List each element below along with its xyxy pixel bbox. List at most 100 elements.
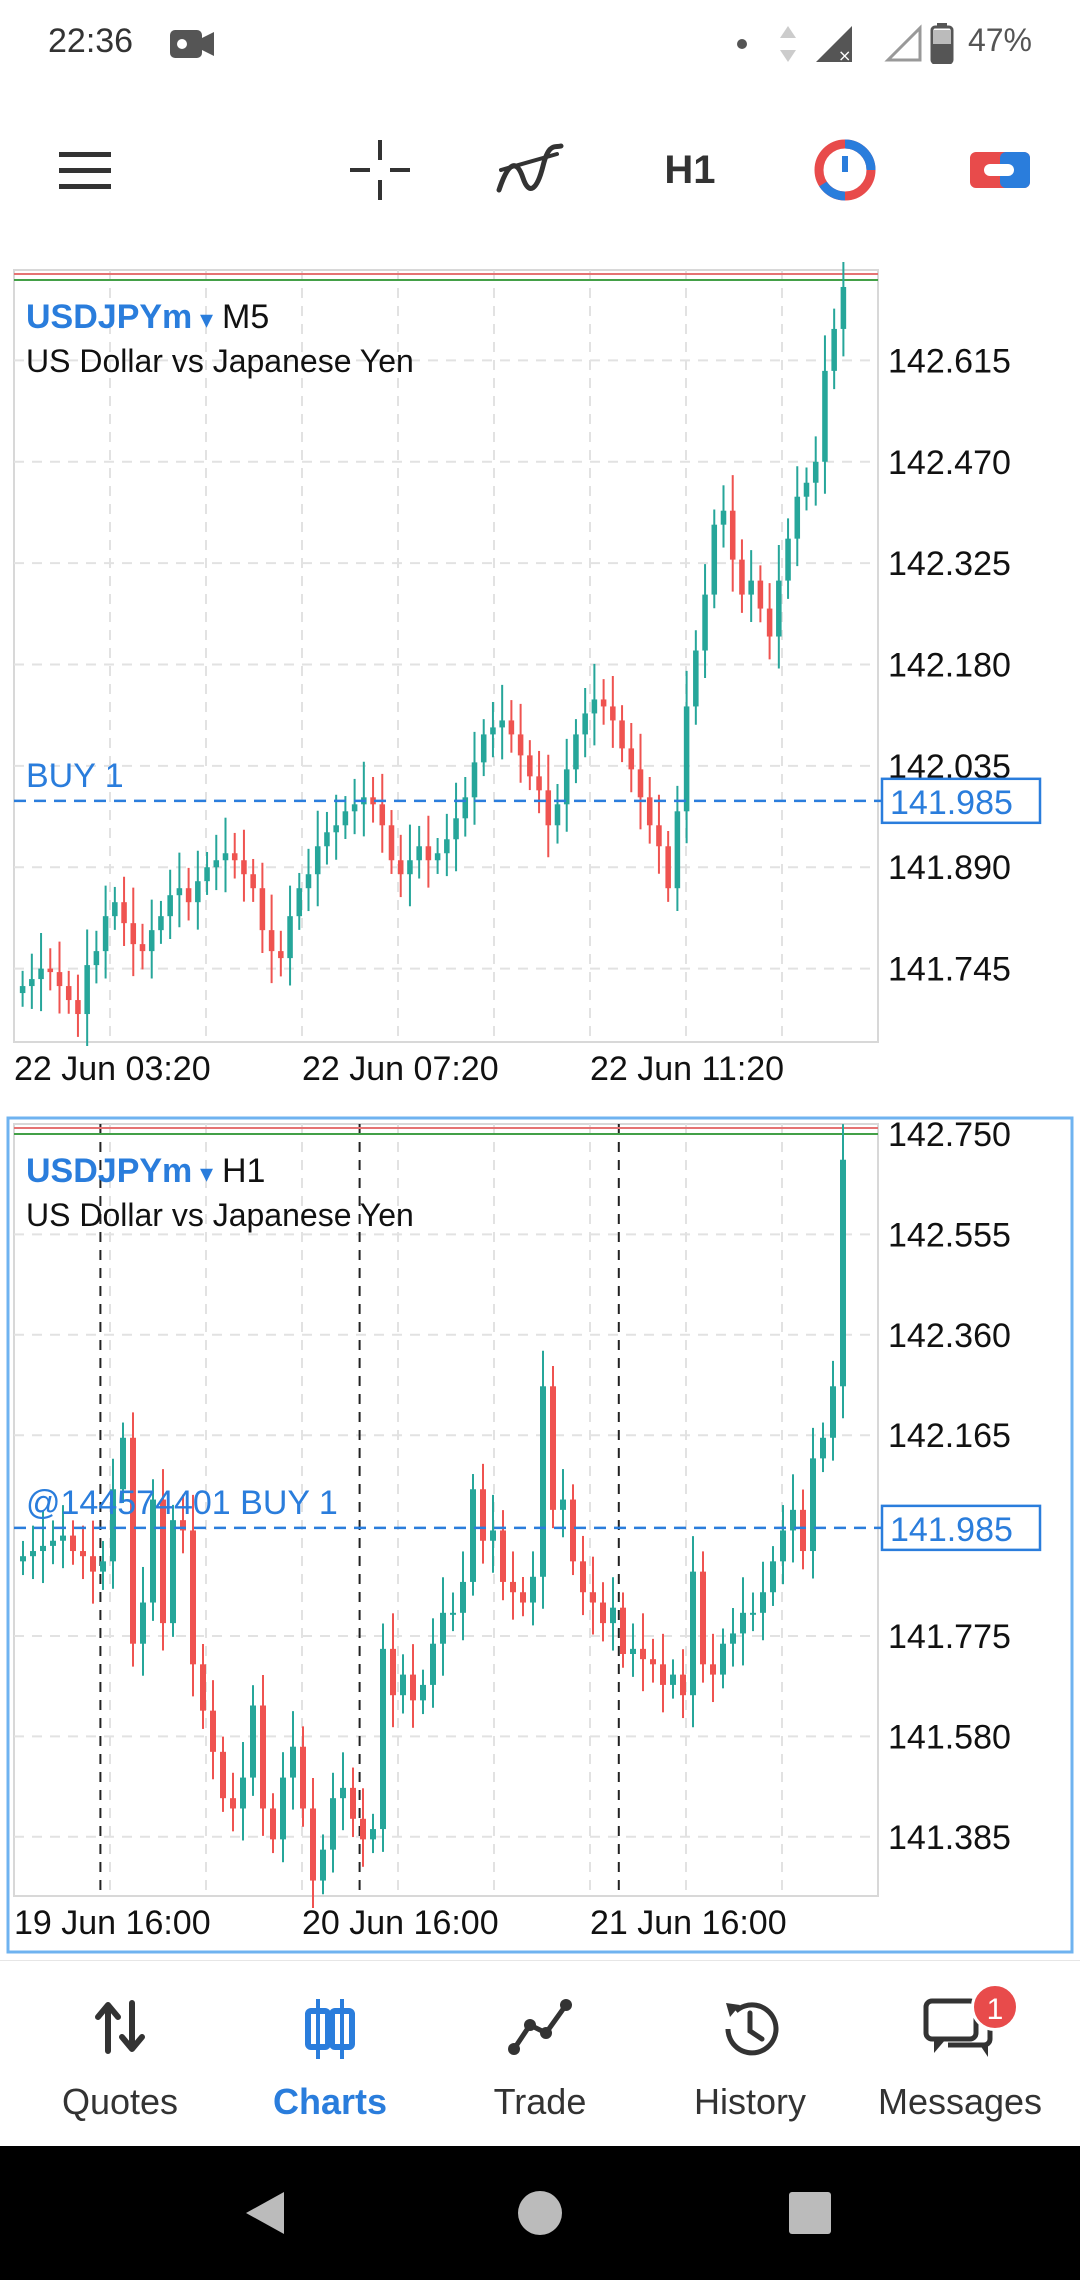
bear-candle [70,1535,76,1552]
bull-candle [785,538,791,581]
bull-candle [340,1787,346,1799]
bear-candle [360,1818,366,1840]
bull-candle [140,1602,146,1644]
bull-candle [563,769,570,805]
nav-messages[interactable]: 1 Messages [852,1961,1068,2147]
bull-candle [150,1499,156,1603]
chart-symbol: USDJPYm [26,1152,192,1190]
bull-candle [330,1798,336,1850]
nav-charts[interactable]: Charts [222,1961,438,2147]
x-tick-label: 22 Jun 07:20 [302,1050,499,1088]
bear-candle [570,1499,576,1562]
clock-button[interactable] [805,130,885,210]
battery-icon [930,23,954,64]
bear-candle [270,1808,276,1840]
bear-candle [628,748,635,770]
recents-icon[interactable] [785,2188,835,2238]
bull-candle [770,1561,776,1593]
bull-candle [240,1777,246,1809]
back-icon[interactable] [240,2188,290,2238]
history-clock-icon [725,2002,779,2056]
bull-candle [674,811,681,889]
bull-candle [110,1489,116,1562]
y-tick-label: 141.745 [888,951,1011,989]
y-tick-label: 142.555 [888,1216,1011,1254]
bull-candle [812,461,819,483]
bull-candle [416,846,422,861]
bull-candle [530,1576,536,1603]
indicators-button[interactable] [490,130,570,210]
bull-candle [19,986,26,994]
svg-text:×: × [838,46,851,64]
bull-candle [195,881,201,903]
bear-candle [550,1386,556,1510]
bull-candle [176,888,183,896]
chart-m5[interactable]: 142.615142.470142.325142.180142.035141.8… [0,262,1080,1102]
bull-candle [324,832,330,847]
chart-h1[interactable]: 142.750 142.555 142.360 142.165 141.775 141.5… [0,1116,1080,1956]
bear-candle [230,1798,236,1809]
system-navigation-bar [0,2146,1080,2280]
bear-candle [545,790,552,826]
signal-empty-icon [884,24,922,62]
bull-candle [573,734,579,770]
bull-candle [711,524,718,595]
bull-candle [400,1674,406,1696]
toggle-icon [970,152,1030,188]
bear-candle [637,769,644,798]
bull-candle [471,762,478,798]
bull-candle [290,1746,296,1778]
bull-candle [840,1159,846,1387]
nav-trade[interactable]: Trade [432,1961,648,2147]
bear-candle [510,1581,516,1593]
bear-candle [260,1705,266,1809]
bull-candle [720,510,727,525]
bear-candle [210,1710,216,1752]
chart-h1-panel[interactable]: 142.750 142.555 142.360 142.165 141.775 141.5… [0,1116,1080,1956]
price-tag-label: 141.985 [890,1511,1013,1549]
bear-candle [241,860,247,875]
status-time: 22:36 [48,22,134,60]
bear-candle [397,860,404,875]
bear-candle [665,846,671,889]
nav-history-label: History [693,2081,806,2122]
bull-candle [320,1849,326,1881]
signal-icon: × [816,26,852,64]
menu-button[interactable] [50,130,120,210]
chart-m5-panel[interactable]: 142.615 142.470 142.325 142.180 142.035 141.8… [0,262,1080,1102]
nav-history[interactable]: History [642,1961,858,2147]
one-click-toggle-button[interactable] [960,130,1040,210]
timeframe-button[interactable]: H1 [664,147,716,192]
selected-chart-frame [6,1116,1074,1954]
bull-candle [434,853,441,861]
bull-candle [840,286,847,329]
bear-candle [310,1808,316,1881]
bear-candle [619,720,625,749]
home-icon[interactable] [515,2188,565,2238]
bear-candle [139,944,146,952]
bear-candle [220,1751,226,1799]
y-tick-label: 142.165 [888,1417,1011,1455]
bull-candle [460,1581,466,1613]
bear-candle [278,951,284,959]
quotes-arrows-icon [95,2000,145,2054]
indicators-icon [496,143,564,193]
y-tick-label: 141.580 [888,1718,1011,1756]
bear-candle [268,930,275,952]
bear-candle [680,1674,686,1696]
bull-candle [120,1437,126,1490]
bear-candle [370,797,376,805]
nav-quotes[interactable]: Quotes [12,1961,228,2147]
bull-candle [794,496,801,539]
bear-candle [231,853,238,861]
y-tick-label: 142.750 [888,1116,1011,1154]
bull-candle [170,1520,176,1624]
bear-candle [600,1602,606,1624]
crosshair-button[interactable] [340,130,420,210]
bull-candle [407,860,413,875]
bull-candle [610,1607,616,1624]
bull-candle [790,1509,796,1531]
bull-candle [351,804,358,812]
bull-candle [820,1437,826,1459]
bear-candle [640,1648,646,1660]
